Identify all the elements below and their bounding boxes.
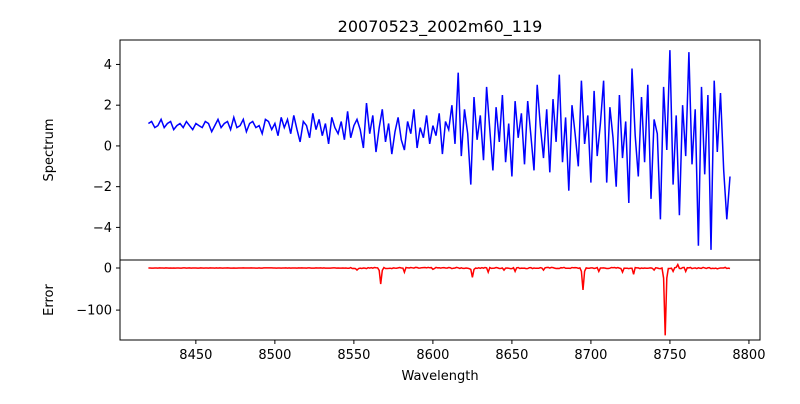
- error-axes-frame: [119, 259, 761, 341]
- x-tick-label: 8650: [495, 348, 528, 363]
- x-tick-label: 8750: [653, 348, 686, 363]
- spectrum-y-tick-label: −4: [93, 221, 112, 236]
- x-tick-label: 8450: [179, 348, 212, 363]
- error-y-label: Error: [42, 284, 57, 316]
- x-tick-label: 8500: [258, 348, 291, 363]
- x-tick-label: 8600: [416, 348, 449, 363]
- spectrum-y-tick-label: 0: [104, 139, 112, 154]
- spectrum-y-tick-label: −2: [93, 180, 112, 195]
- spectrum-y-tick-label: 4: [104, 58, 112, 73]
- spectrum-line: [148, 50, 731, 250]
- x-tick-label: 8550: [337, 348, 370, 363]
- error-y-tick-label: −100: [76, 304, 112, 319]
- x-axis-label: Wavelength: [401, 369, 478, 384]
- x-tick-label: 8700: [574, 348, 607, 363]
- error-y-tick-label: 0: [104, 262, 112, 277]
- spectrum-y-tick-label: 2: [104, 99, 112, 114]
- chart-title: 20070523_2002m60_119: [338, 17, 543, 37]
- error-line: [148, 262, 731, 336]
- spectrum-y-label: Spectrum: [42, 119, 57, 182]
- x-tick-label: 8800: [732, 348, 765, 363]
